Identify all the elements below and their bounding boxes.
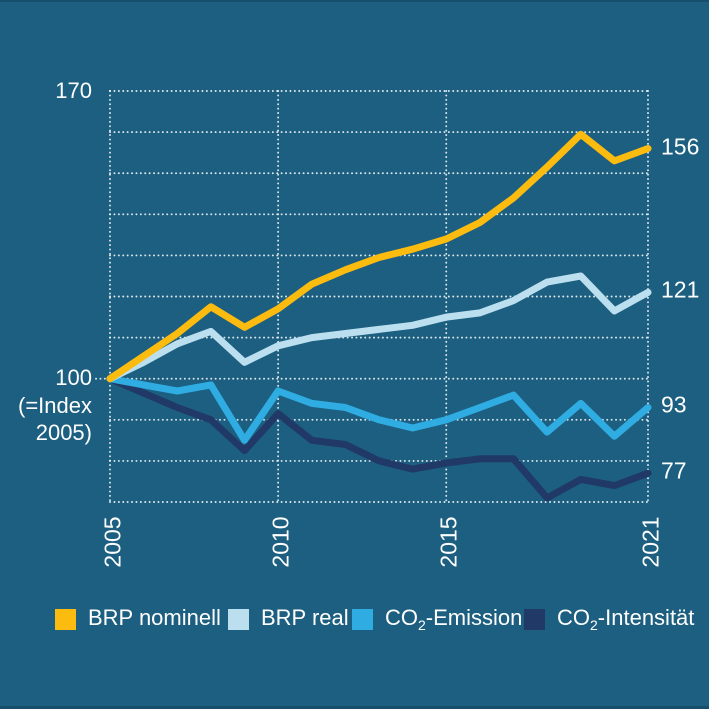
legend-swatch-brp-nominell	[55, 608, 76, 630]
index-baseline-label: 100 (=Index 2005)	[18, 364, 92, 447]
legend-label-brp-real: BRP real	[261, 605, 349, 630]
x-tick-2005: 2005	[99, 516, 126, 568]
end-label-brp-real: 121	[661, 276, 700, 303]
legend-label-co2-emission: CO2-Emission	[385, 605, 523, 634]
series-line-brp-nominell	[106, 130, 652, 383]
baseline-line-index: (=Index	[18, 392, 92, 418]
x-tick-2010: 2010	[267, 516, 294, 568]
top-edge-strip	[0, 0, 709, 2]
legend-swatch-co2-emission	[352, 608, 373, 630]
y-axis-top-tick-label: 170	[55, 78, 92, 103]
legend-swatch-brp-real	[228, 608, 249, 630]
end-label-co2-emission: 93	[661, 391, 687, 418]
legend-swatch-co2-intensitaet	[524, 608, 545, 630]
legend-label-co2-intensitaet: CO2-Intensität	[557, 605, 695, 634]
bottom-edge-strip	[0, 706, 709, 709]
legend-item-brp-real: BRP real	[228, 607, 349, 631]
end-label-co2-intensitaet: 77	[661, 457, 687, 484]
legend: BRP nominell BRP real CO2-Emission CO2-I…	[0, 605, 709, 634]
series-line-brp-real	[106, 272, 652, 383]
baseline-line-100: 100	[55, 365, 92, 390]
legend-item-co2-intensitaet: CO2-Intensität	[524, 605, 695, 634]
series-line-co2-intensit-t	[106, 375, 652, 502]
x-tick-2015: 2015	[435, 516, 462, 568]
end-label-brp-nominell: 156	[661, 133, 700, 160]
baseline-line-2005: 2005)	[35, 420, 92, 445]
legend-label-brp-nominell: BRP nominell	[88, 605, 221, 630]
legend-item-co2-emission: CO2-Emission	[352, 605, 523, 634]
legend-item-brp-nominell: BRP nominell	[55, 607, 221, 631]
series-line-co2-emission	[106, 375, 652, 444]
x-tick-2021: 2021	[637, 516, 664, 568]
